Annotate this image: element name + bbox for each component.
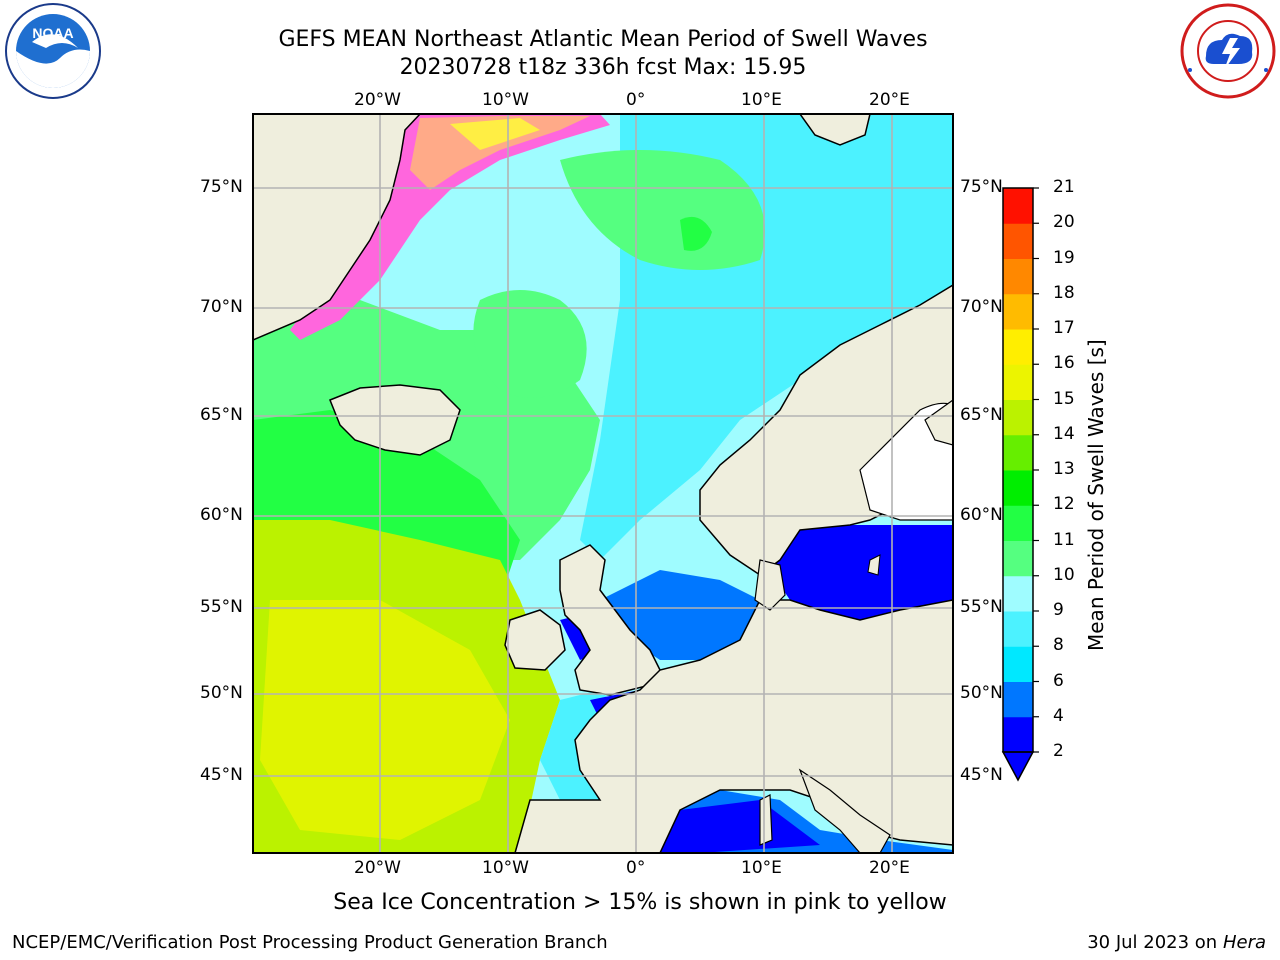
- colorbar-tick-label: 15: [1053, 388, 1075, 409]
- period-9-10-patch: [473, 290, 587, 398]
- colorbar-segment: [1003, 646, 1033, 682]
- lat-label-right-45n: 45°N: [960, 765, 1003, 785]
- footer-date-text: 30 Jul 2023 on: [1087, 932, 1223, 953]
- colorbar-tick-label: 17: [1053, 318, 1075, 338]
- lon-label-bottom-0: 0°: [626, 858, 646, 878]
- colorbar-segment: [1003, 293, 1033, 330]
- colorbar-tick-label: 18: [1053, 282, 1075, 303]
- colorbar-tick-label: 16: [1053, 353, 1075, 374]
- colorbar-tick-label: 2: [1053, 741, 1064, 761]
- colorbar-segment: [1003, 540, 1033, 577]
- lat-label-right-50n: 50°N: [960, 683, 1003, 703]
- colorbar-segment: [1003, 188, 1033, 224]
- colorbar-segment: [1003, 716, 1033, 753]
- colorbar-segment: [1003, 223, 1033, 259]
- colorbar-tick-label: 9: [1053, 600, 1064, 620]
- lat-label-left-55n: 55°N: [200, 597, 243, 617]
- lat-label-left-70n: 70°N: [200, 297, 243, 317]
- colorbar-tick-label: 21: [1053, 177, 1075, 197]
- nws-logo: [1180, 3, 1276, 99]
- lat-label-left-50n: 50°N: [200, 683, 243, 703]
- noaa-logo-text: NOAA: [32, 25, 73, 41]
- footer-host: Hera: [1222, 932, 1266, 953]
- title-line-2: 20230728 t18z 336h fcst Max: 15.95: [399, 55, 807, 80]
- lon-label-bottom-10w: 10°W: [482, 858, 529, 878]
- colorbar-frame: [1002, 187, 1034, 753]
- map-area: [253, 114, 953, 853]
- period-14-15-region: [260, 600, 510, 840]
- colorbar-segment: [1003, 399, 1033, 436]
- noaa-logo: NOAA: [5, 3, 101, 99]
- sea-ice-core-region: [450, 118, 540, 150]
- gridlines: [253, 114, 953, 853]
- lat-label-left-65n: 65°N: [200, 405, 243, 425]
- colorbar: [1003, 187, 1039, 753]
- colorbar-segment: [1003, 470, 1033, 506]
- colorbar-segment: [1003, 258, 1033, 295]
- colorbar-tick-label: 12: [1053, 494, 1075, 515]
- colorbar-segment: [1003, 575, 1033, 612]
- sea-ice-region: [290, 114, 610, 340]
- colorbar-tick-label: 19: [1053, 247, 1075, 268]
- lat-label-right-60n: 60°N: [960, 505, 1003, 525]
- colorbar-extend-arrow: [1001, 751, 1035, 782]
- footer-date: 30 Jul 2023 on Hera: [1087, 932, 1266, 953]
- period-10-11-patch: [680, 216, 712, 251]
- colorbar-segment: [1003, 681, 1033, 718]
- lon-label-bottom-20e: 20°E: [869, 858, 910, 878]
- baltic-sea-region: [760, 525, 953, 620]
- lon-label-bottom-20w: 20°W: [354, 858, 401, 878]
- colorbar-tick-label: 4: [1053, 705, 1064, 726]
- colorbar-tick-label: 13: [1053, 459, 1075, 479]
- mediterranean-deep-region: [660, 800, 820, 853]
- sea-ice-note: Sea Ice Concentration > 15% is shown in …: [333, 890, 947, 915]
- lon-label-top-10w: 10°W: [482, 90, 529, 110]
- lon-label-top-10e: 10°E: [741, 90, 782, 110]
- colorbar-tick-label: 14: [1053, 423, 1075, 444]
- iceland-landmass: [329, 384, 461, 456]
- finland-landmass: [924, 399, 953, 446]
- colorbar-segment: [1003, 434, 1033, 471]
- lat-label-right-65n: 65°N: [960, 405, 1003, 425]
- lat-label-right-75n: 75°N: [960, 177, 1003, 197]
- colorbar-segment: [1003, 364, 1033, 400]
- italy-landmass: [798, 768, 891, 853]
- footer-producer: NCEP/EMC/Verification Post Processing Pr…: [12, 932, 608, 953]
- lat-label-left-45n: 45°N: [200, 765, 243, 785]
- colorbar-label: Mean Period of Swell Waves [s]: [1084, 339, 1108, 651]
- colorbar-segment: [1003, 611, 1033, 647]
- lat-label-left-75n: 75°N: [200, 177, 243, 197]
- colorbar-segment: [1003, 329, 1033, 365]
- north-sea-region: [600, 570, 760, 660]
- lon-label-bottom-10e: 10°E: [741, 858, 782, 878]
- sea-ice-inner-region: [410, 116, 590, 190]
- colorbar-tick-label: 10: [1053, 564, 1075, 585]
- lon-label-top-0: 0°: [626, 90, 646, 110]
- lat-label-right-55n: 55°N: [960, 597, 1003, 617]
- lat-label-left-60n: 60°N: [200, 505, 243, 525]
- colorbar-tick-label: 11: [1053, 529, 1075, 550]
- period-9-10-patch-north: [560, 150, 765, 270]
- colorbar-segment: [1003, 505, 1033, 541]
- greenland-landmass: [253, 114, 422, 341]
- title-line-1: GEFS MEAN Northeast Atlantic Mean Period…: [278, 27, 928, 52]
- lon-label-top-20w: 20°W: [354, 90, 401, 110]
- corsica-sardinia-landmass: [759, 794, 773, 846]
- colorbar-tick-label: 8: [1053, 635, 1064, 656]
- lat-label-right-70n: 70°N: [960, 297, 1003, 317]
- ireland-landmass: [504, 609, 566, 671]
- colorbar-tick-label: 6: [1053, 670, 1064, 691]
- map-frame: [252, 113, 954, 854]
- svalbard-landmass: [799, 114, 871, 146]
- chart-title: GEFS MEAN Northeast Atlantic Mean Period…: [253, 26, 953, 82]
- denmark-landmass: [754, 559, 786, 611]
- lon-label-top-20e: 20°E: [869, 90, 910, 110]
- gotland-landmass: [867, 554, 881, 576]
- colorbar-tick-label: 20: [1053, 212, 1075, 233]
